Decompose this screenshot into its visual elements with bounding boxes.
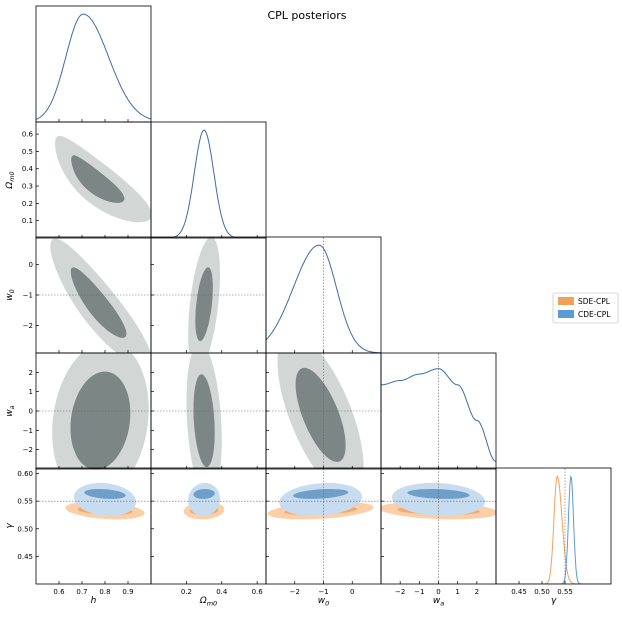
panel-om-h xyxy=(55,135,151,223)
x-tick-label: 0.2 xyxy=(181,588,192,596)
y-tick-label: 0 xyxy=(29,261,33,269)
contour-inner xyxy=(295,367,346,462)
y-tick-label: 0.60 xyxy=(17,470,33,478)
x-tick-label: 0.45 xyxy=(511,588,527,596)
marginal-w0 xyxy=(266,244,381,353)
x-tick-label: 0.9 xyxy=(122,588,133,596)
contour-cde-inner xyxy=(293,489,349,499)
contour-inner xyxy=(70,267,127,338)
contour-inner xyxy=(193,374,215,467)
y-axis-label-om: Ωm0 xyxy=(5,171,16,189)
x-tick-label: −1 xyxy=(414,588,424,596)
legend: SDE-CPL CDE-CPL xyxy=(552,292,619,324)
y-tick-label: 2 xyxy=(29,369,33,377)
x-axis-label-w0: w0 xyxy=(318,596,330,608)
marginal-gamma-sde xyxy=(496,475,611,584)
y-tick-label: 0.6 xyxy=(22,131,34,139)
x-tick-label: −2 xyxy=(290,588,300,596)
y-axis-label-wa: wa xyxy=(5,405,16,416)
panel-wa-om xyxy=(151,353,266,469)
panel-frame xyxy=(380,352,497,470)
x-tick-label: 0.6 xyxy=(53,588,65,596)
y-tick-label: 0 xyxy=(29,408,33,416)
x-tick-label: 0.50 xyxy=(534,588,550,596)
panel-wa-wa xyxy=(381,353,496,469)
panel-om-om xyxy=(151,129,266,238)
y-tick-label: 0.3 xyxy=(22,183,33,191)
panel-gamma-om xyxy=(151,482,266,520)
panel-gamma-gamma xyxy=(496,475,611,584)
contour-cde-inner xyxy=(193,489,215,499)
legend-swatch-sde xyxy=(558,297,574,305)
panel-w0-h xyxy=(36,238,151,353)
legend-label-sde: SDE-CPL xyxy=(578,297,611,306)
panel-wa-h xyxy=(36,353,151,469)
marginal-h xyxy=(36,13,151,120)
contour-inner xyxy=(195,267,213,342)
legend-swatch-cde xyxy=(558,310,574,318)
chart-title: CPL posteriors xyxy=(267,9,346,22)
x-tick-label: 1 xyxy=(455,588,459,596)
panel-gamma-gamma xyxy=(496,468,611,584)
contour-inner xyxy=(71,155,125,203)
y-tick-label: 1 xyxy=(29,388,33,396)
y-tick-label: −2 xyxy=(23,322,33,330)
legend-label-cde: CDE-CPL xyxy=(578,310,611,319)
x-tick-label: 0.4 xyxy=(216,588,228,596)
contour-inner xyxy=(70,371,131,469)
y-tick-label: 0.45 xyxy=(17,553,33,561)
contour-cde-inner xyxy=(84,489,126,499)
x-tick-label: 0.6 xyxy=(252,588,264,596)
panel-frame xyxy=(150,121,267,239)
panel-gamma-h xyxy=(36,482,151,520)
y-axis-label-w0: w0 xyxy=(5,289,16,301)
panel-gamma-w0 xyxy=(266,468,381,584)
marginal-om xyxy=(151,129,266,238)
y-tick-label: 0.1 xyxy=(22,217,33,225)
y-tick-label: 0.2 xyxy=(22,200,33,208)
y-tick-label: −1 xyxy=(23,292,33,300)
panel-frame xyxy=(495,467,612,585)
y-tick-label: 0.50 xyxy=(17,525,33,533)
y-tick-label: −1 xyxy=(23,427,33,435)
x-axis-label-gamma: γ xyxy=(551,596,557,606)
y-tick-label: 0.5 xyxy=(22,148,33,156)
y-tick-label: 0.4 xyxy=(22,165,34,173)
panel-group: 0.1 0.2 0.3 0.4 0.5 0.6 −2 −1 0 −2 −1 0 1 2 0.6 0.7 0.8 0… xyxy=(5,5,612,608)
x-axis-label-wa: wa xyxy=(433,596,444,608)
panel-gamma-wa xyxy=(381,468,496,584)
y-tick-label: 0.55 xyxy=(17,498,33,506)
x-axis-label-h: h xyxy=(91,596,97,606)
panel-h-h xyxy=(36,13,151,120)
x-tick-label: 2 xyxy=(475,588,479,596)
x-tick-label: 0 xyxy=(436,588,440,596)
x-tick-label: 0.55 xyxy=(557,588,573,596)
y-tick-label: −2 xyxy=(23,446,33,454)
x-tick-label: 0.7 xyxy=(76,588,87,596)
x-tick-label: 0 xyxy=(350,588,354,596)
panel-w0-w0 xyxy=(266,237,381,353)
x-axis-label-om: Ωm0 xyxy=(199,596,217,608)
panel-wa-w0 xyxy=(266,353,381,469)
panel-w0-om xyxy=(151,237,266,353)
x-tick-label: −2 xyxy=(395,588,405,596)
y-axis-label-gamma: γ xyxy=(5,523,15,529)
x-tick-label: −1 xyxy=(318,588,328,596)
x-tick-label: 0.8 xyxy=(99,588,110,596)
